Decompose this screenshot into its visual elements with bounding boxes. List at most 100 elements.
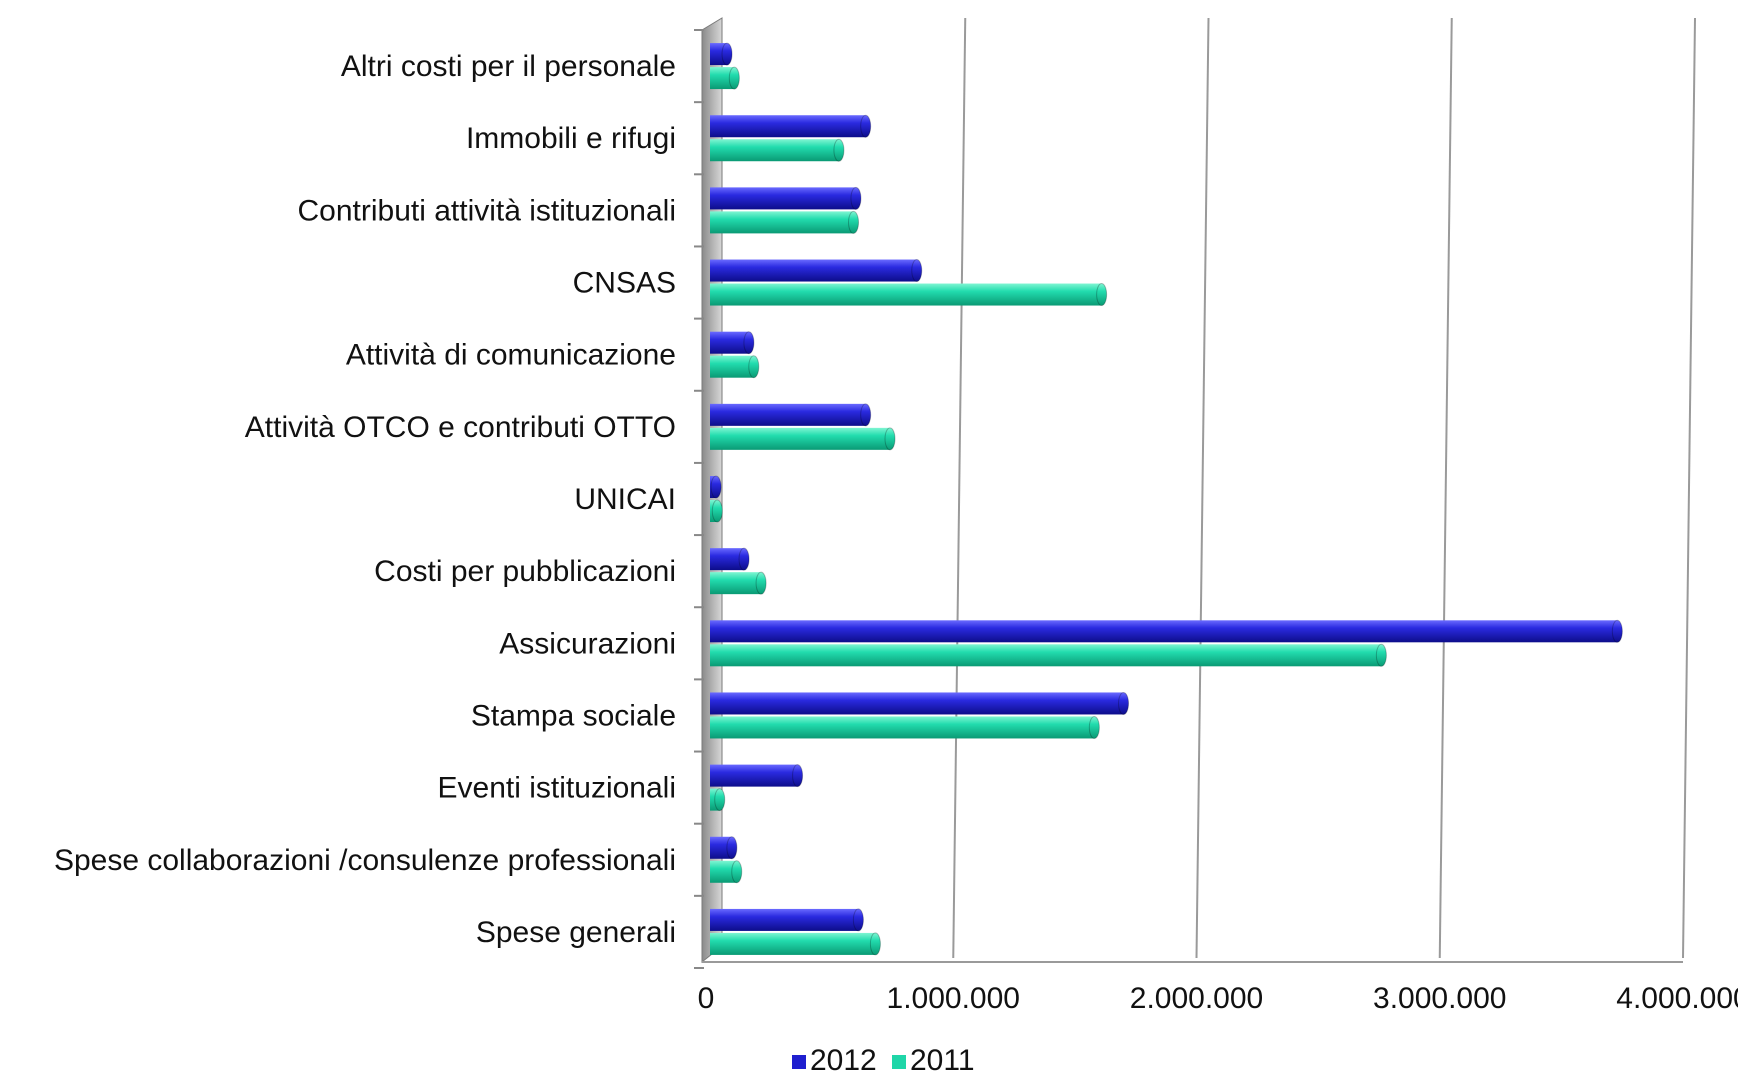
bar-body <box>710 283 1102 306</box>
bar-cap <box>726 836 738 860</box>
bar-2012 <box>710 259 923 283</box>
bar-body <box>710 67 735 90</box>
bar-2012 <box>710 619 1623 643</box>
bar-2011 <box>710 571 767 595</box>
bar-2011 <box>710 715 1100 739</box>
gridline <box>1195 17 1210 959</box>
bar-2011 <box>710 788 726 812</box>
category-label: Costi per pubblicazioni <box>374 555 676 588</box>
bar-2012 <box>710 908 864 932</box>
bar-cap <box>711 499 723 523</box>
bar-cap <box>728 66 740 90</box>
x-tick-label: 0 <box>698 982 715 1015</box>
bars <box>710 42 1623 956</box>
bar-2011 <box>710 427 896 451</box>
category-label: Assicurazioni <box>499 627 676 660</box>
bar-cap <box>848 210 860 234</box>
bar-cap <box>884 427 896 451</box>
bar-body <box>710 908 859 931</box>
bar-body <box>710 572 762 595</box>
x-tick-label: 4.000.000 <box>1616 982 1738 1015</box>
bar-2011 <box>710 210 860 234</box>
bar-2012 <box>710 186 862 210</box>
bar-cap <box>743 331 755 355</box>
gridline <box>1438 17 1453 959</box>
bar-body <box>710 187 856 210</box>
category-label: Attività OTCO e contributi OTTO <box>245 411 676 444</box>
x-tick-label: 2.000.000 <box>1130 982 1263 1015</box>
bar-cap <box>1375 643 1387 667</box>
legend-label-2011: 2011 <box>910 1044 975 1077</box>
category-label: Immobili e rifugi <box>466 122 676 155</box>
category-label: CNSAS <box>573 267 676 300</box>
category-label: Stampa sociale <box>471 699 676 732</box>
bar-body <box>710 259 917 282</box>
bar-body <box>710 211 854 234</box>
bar-2012 <box>710 691 1130 715</box>
bar-body <box>710 644 1382 667</box>
bar-body <box>710 932 876 955</box>
category-label: Spese collaborazioni /consulenze profess… <box>54 844 676 877</box>
bar-cap <box>714 788 726 812</box>
category-label: UNICAI <box>574 483 676 516</box>
bar-body <box>710 331 749 354</box>
bar-2012 <box>710 475 722 499</box>
gridline <box>952 17 967 959</box>
x-tick-label: 1.000.000 <box>887 982 1020 1015</box>
gridline <box>1682 17 1696 959</box>
bar-2011 <box>710 355 760 379</box>
bar-cap <box>911 259 923 283</box>
bar-2011 <box>710 66 740 90</box>
bar-cap <box>755 571 767 595</box>
bar-cap <box>731 860 743 884</box>
bar-cap <box>1611 619 1623 643</box>
bar-2012 <box>710 403 872 427</box>
axis-wall <box>694 17 1683 969</box>
bar-cap <box>710 475 722 499</box>
legend-label-2012: 2012 <box>810 1044 877 1077</box>
bar-cap <box>869 932 881 956</box>
bar-body <box>710 716 1095 739</box>
category-labels: Altri costi per il personale Immobili e r… <box>54 50 676 949</box>
bar-body <box>710 860 737 883</box>
bar-2011 <box>710 932 881 956</box>
bar-cap <box>860 114 872 138</box>
category-label: Spese generali <box>476 916 676 949</box>
bar-body <box>710 692 1124 715</box>
bar-2012 <box>710 42 733 66</box>
x-axis-tick-labels: 0 1.000.000 2.000.000 3.000.000 4.000.000 <box>698 982 1738 1015</box>
category-label: Contributi attività istituzionali <box>297 194 676 227</box>
bar-2011 <box>710 138 845 162</box>
bar-cap <box>792 764 804 788</box>
bar-2012 <box>710 114 872 138</box>
bar-2011 <box>710 643 1387 667</box>
bar-2012 <box>710 836 738 860</box>
legend-swatch-2011 <box>892 1055 906 1069</box>
bar-body <box>710 139 839 162</box>
bar-cap <box>833 138 845 162</box>
bar-2012 <box>710 547 750 571</box>
bar-cap <box>1118 691 1130 715</box>
bar-2011 <box>710 860 743 884</box>
bar-body <box>710 355 754 378</box>
bar-cap <box>1088 715 1100 739</box>
bar-cap <box>852 908 864 932</box>
bar-body <box>710 836 732 859</box>
category-label: Eventi istituzionali <box>438 772 676 805</box>
gridlines <box>952 17 1696 959</box>
bar-cap <box>860 403 872 427</box>
bar-cap <box>1096 283 1108 307</box>
bar-2012 <box>710 331 755 355</box>
bar-body <box>710 764 798 787</box>
bar-body <box>710 115 866 138</box>
bar-body <box>710 548 745 571</box>
legend-swatch-2012 <box>792 1055 806 1069</box>
bar-body <box>710 403 866 426</box>
bar-body <box>710 427 891 450</box>
bar-cap <box>748 355 760 379</box>
x-tick-label: 3.000.000 <box>1373 982 1506 1015</box>
bar-cap <box>850 186 862 210</box>
category-label: Altri costi per il personale <box>341 50 676 83</box>
legend: 2012 2011 <box>792 1044 975 1077</box>
